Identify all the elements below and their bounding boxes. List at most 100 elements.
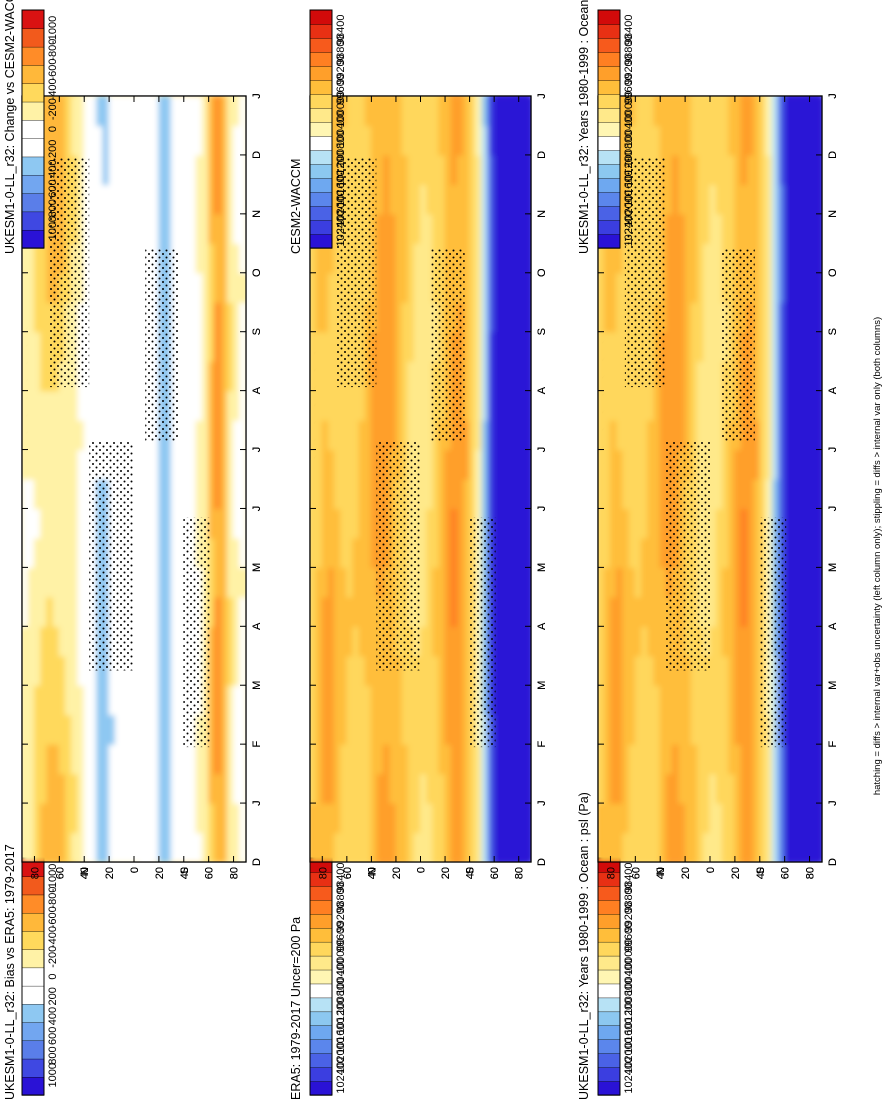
stippling-region bbox=[759, 517, 787, 748]
y-tick-label: 20 bbox=[680, 867, 692, 879]
x-tick-label: J bbox=[536, 447, 548, 453]
y-tick-label: 60 bbox=[342, 867, 354, 879]
x-tick-label: F bbox=[827, 741, 839, 748]
colorbar-label: 100800 bbox=[623, 130, 635, 167]
y-tick-label: 40 bbox=[79, 867, 91, 879]
x-tick-label: O bbox=[536, 268, 548, 277]
x-tick-label: J bbox=[536, 447, 548, 453]
heatmap-field bbox=[22, 96, 246, 862]
colorbar-swatch bbox=[309, 913, 333, 929]
x-tick-label: S bbox=[251, 328, 263, 335]
colorbar-label: 1000 bbox=[47, 216, 59, 240]
x-tick-label: O bbox=[251, 268, 263, 277]
colorbar-swatch bbox=[21, 28, 45, 48]
x-tick-label: M bbox=[827, 563, 839, 572]
colorbar-frame bbox=[309, 9, 333, 249]
x-tick-label: J bbox=[251, 447, 263, 453]
colorbar-label: 100000 bbox=[335, 938, 347, 975]
x-tick-label: S bbox=[536, 328, 548, 335]
y-tick-label: 40 bbox=[655, 867, 667, 879]
y-tick-label: 80 bbox=[514, 867, 526, 879]
x-tick-label: A bbox=[827, 622, 839, 630]
x-tick-label: S bbox=[536, 328, 548, 335]
x-tick-label: N bbox=[251, 210, 263, 218]
colorbar-label: 400 bbox=[47, 159, 59, 177]
colorbar-swatch bbox=[309, 1011, 333, 1026]
colorbar-swatch bbox=[21, 967, 45, 987]
x-tick-label: J bbox=[536, 800, 548, 806]
colorbar-label: 400 bbox=[47, 1007, 59, 1025]
colorbar-swatch bbox=[309, 899, 333, 915]
colorbar-label: 102000 bbox=[623, 190, 635, 227]
stippling-region bbox=[145, 249, 179, 441]
panel-1: 80 60 40 20 0 20 40 60 80 N S D J F M A M J J A S O N D J UKESM1-… bbox=[577, 0, 839, 879]
colorbar-swatch bbox=[597, 107, 621, 123]
hemisphere-label: N bbox=[366, 867, 378, 875]
y-tick-label: 20 bbox=[391, 867, 403, 879]
y-tick-label: 80 bbox=[317, 867, 329, 879]
y-tick-label: 80 bbox=[605, 867, 617, 879]
colorbar-label: 98400 bbox=[335, 15, 347, 46]
colorbar-label: 99200 bbox=[623, 902, 635, 933]
stippling-region bbox=[469, 517, 496, 748]
x-tick-label: D bbox=[536, 151, 548, 159]
y-tick-label: 40 bbox=[366, 867, 378, 879]
colorbar-label: 100400 bbox=[335, 111, 347, 148]
x-tick-label: J bbox=[827, 447, 839, 453]
y-tick-label: 80 bbox=[805, 867, 817, 879]
colorbar-swatch bbox=[21, 948, 45, 969]
hemisphere-label: S bbox=[179, 867, 191, 874]
colorbar-label: 102400 bbox=[335, 1057, 347, 1094]
panel-title: UKESM1-0-LL_r32: Years 1980-1999 : Ocean… bbox=[577, 0, 591, 254]
colorbar-swatch bbox=[21, 211, 45, 231]
colorbar-swatch bbox=[309, 955, 333, 971]
colorbar-swatch bbox=[309, 51, 333, 67]
colorbar-swatch bbox=[309, 1080, 333, 1096]
stippling-region bbox=[336, 157, 377, 388]
y-tick-label: 0 bbox=[129, 867, 141, 873]
y-tick-label: 60 bbox=[204, 867, 216, 879]
x-tick-label: F bbox=[251, 741, 263, 748]
colorbar-label: 101600 bbox=[623, 1017, 635, 1054]
colorbar-swatch bbox=[21, 174, 45, 194]
colorbar-label: 98800 bbox=[335, 34, 347, 65]
colorbar-frame bbox=[597, 9, 621, 249]
x-tick-label: A bbox=[536, 622, 548, 630]
colorbar-label: 101200 bbox=[623, 998, 635, 1035]
colorbar-swatch bbox=[309, 149, 333, 165]
colorbar-swatch bbox=[597, 1066, 621, 1082]
colorbar-swatch bbox=[309, 983, 333, 999]
x-tick-label: J bbox=[827, 506, 839, 512]
colorbar-swatch bbox=[21, 9, 45, 30]
x-tick-label: J bbox=[251, 506, 263, 512]
x-tick-label: M bbox=[827, 681, 839, 690]
panel-title: CESM2-WACCM bbox=[289, 159, 303, 254]
x-tick-label: N bbox=[536, 210, 548, 218]
colorbar-label: 101200 bbox=[623, 150, 635, 187]
x-tick-label: S bbox=[827, 328, 839, 335]
y-tick-label: 60 bbox=[630, 867, 642, 879]
colorbar-swatch bbox=[21, 1040, 45, 1060]
y-tick-label: 60 bbox=[204, 867, 216, 879]
hemisphere-label: S bbox=[179, 867, 191, 874]
colorbar-label: 99200 bbox=[623, 54, 635, 85]
colorbar-swatch bbox=[597, 191, 621, 207]
hemisphere-label: S bbox=[465, 867, 477, 874]
x-tick-label: J bbox=[536, 93, 548, 99]
colorbar-label: 99600 bbox=[623, 74, 635, 105]
colorbar-label: 98400 bbox=[335, 862, 347, 893]
colorbar-swatch bbox=[21, 192, 45, 213]
colorbar-swatch bbox=[309, 205, 333, 221]
x-tick-label: J bbox=[251, 93, 263, 99]
x-tick-label: D bbox=[251, 151, 263, 159]
colorbar-label: 101200 bbox=[335, 998, 347, 1035]
y-tick-label: 40 bbox=[366, 867, 378, 879]
x-tick-label: F bbox=[536, 741, 548, 748]
colorbar-swatch bbox=[309, 107, 333, 123]
panel-title: UKESM1-0-LL_r32: Change vs CESM2-WACCM bbox=[3, 0, 17, 254]
x-tick-label: M bbox=[536, 563, 548, 572]
x-tick-label: M bbox=[827, 681, 839, 690]
colorbar: 1024001020001016001012001008001004001000… bbox=[597, 857, 635, 1096]
x-tick-label: N bbox=[827, 210, 839, 218]
